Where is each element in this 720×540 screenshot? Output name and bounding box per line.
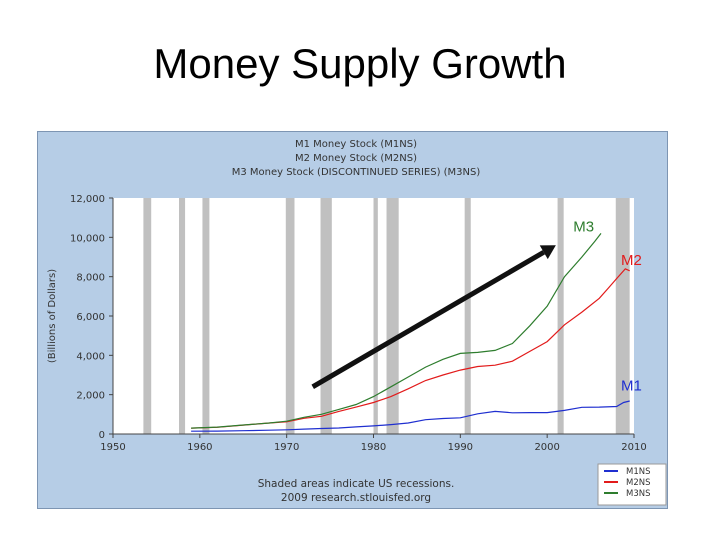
chart-title-line: M3 Money Stock (DISCONTINUED SERIES) (M3… <box>232 167 481 178</box>
y-tick-label: 0 <box>99 430 105 441</box>
x-tick-label: 1960 <box>187 442 212 453</box>
y-tick-label: 8,000 <box>76 273 105 284</box>
chart-title-line: M1 Money Stock (M1NS) <box>295 139 417 150</box>
series-annotation-m2: M2 <box>621 252 642 269</box>
x-tick-label: 2010 <box>621 442 646 453</box>
series-annotation-m3: M3 <box>573 218 594 235</box>
y-tick-label: 12,000 <box>70 194 105 205</box>
recession-band <box>386 198 399 434</box>
legend-label-m1ns: M1NS <box>626 467 651 477</box>
recession-band <box>285 198 295 434</box>
money-supply-chart: M3 M2 M1 0 2,000 4,000 6,000 8,000 10,000 12,000… <box>47 139 667 506</box>
recession-band <box>464 198 471 434</box>
slide-title: Money Supply Growth <box>153 40 567 87</box>
y-tick-label: 4,000 <box>76 351 105 362</box>
series-line-m3ns <box>191 233 602 429</box>
y-tick-label: 6,000 <box>76 312 105 323</box>
recession-band <box>320 198 332 434</box>
x-tick-label: 1970 <box>274 442 299 453</box>
recession-band <box>202 198 210 434</box>
recession-note-line: Shaded areas indicate US recessions. <box>258 478 455 490</box>
recession-band <box>615 198 630 434</box>
legend-label-m3ns: M3NS <box>626 489 651 499</box>
recession-note-line: 2009 research.stlouisfed.org <box>281 492 431 504</box>
y-tick-label: 10,000 <box>70 233 105 244</box>
x-tick-label: 1980 <box>361 442 386 453</box>
recession-band <box>557 198 564 434</box>
recession-band <box>178 198 186 434</box>
x-tick-label: 1990 <box>448 442 473 453</box>
y-axis-label: (Billions of Dollars) <box>47 269 58 363</box>
x-tick-label: 2000 <box>534 442 559 453</box>
series-line-m2ns <box>191 268 630 429</box>
series-annotation-m1: M1 <box>621 378 642 395</box>
recession-band <box>143 198 152 434</box>
growth-arrow-head <box>539 245 556 260</box>
chart-panel: M3 M2 M1 0 2,000 4,000 6,000 8,000 10,000 12,000… <box>37 131 668 509</box>
chart-title-line: M2 Money Stock (M2NS) <box>295 153 417 164</box>
y-tick-label: 2,000 <box>76 391 105 402</box>
x-tick-label: 1950 <box>100 442 125 453</box>
legend-label-m2ns: M2NS <box>626 478 651 488</box>
series-line-m1ns <box>191 400 630 432</box>
growth-arrow-shaft <box>311 250 546 389</box>
recession-band <box>373 198 378 434</box>
